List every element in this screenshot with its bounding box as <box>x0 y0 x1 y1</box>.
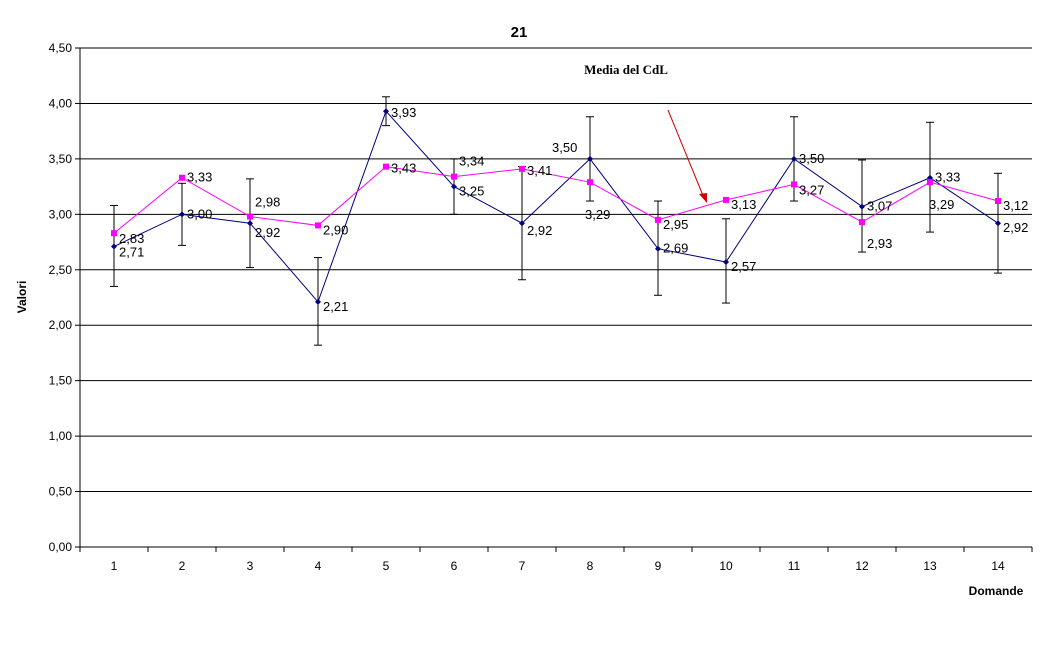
data-label: 3,50 <box>799 151 824 166</box>
x-tick-label: 12 <box>855 559 869 573</box>
data-label: 3,29 <box>585 207 610 222</box>
data-point <box>723 259 729 266</box>
data-point <box>383 108 389 115</box>
data-label: 2,92 <box>255 225 280 240</box>
data-label: 3,13 <box>731 197 756 212</box>
data-label: 3,41 <box>527 163 552 178</box>
data-label: 3,07 <box>867 199 892 214</box>
y-tick-label: 3,50 <box>49 152 73 166</box>
data-point <box>111 243 117 250</box>
data-label: 2,71 <box>119 244 144 259</box>
data-point <box>519 220 525 227</box>
x-tick-label: 10 <box>719 559 733 573</box>
data-label: 2,93 <box>867 236 892 251</box>
annotation-arrow <box>667 109 705 199</box>
data-point <box>247 220 253 227</box>
data-point <box>859 219 865 226</box>
data-label: 2,21 <box>323 299 348 314</box>
data-label: 2,98 <box>255 195 280 210</box>
data-label: 2,57 <box>731 259 756 274</box>
data-point <box>451 183 457 190</box>
data-point <box>927 179 933 186</box>
data-point <box>655 245 661 252</box>
data-label: 3,25 <box>459 184 484 199</box>
data-label: 2,92 <box>527 223 552 238</box>
x-tick-label: 14 <box>991 559 1005 573</box>
annotation-arrowhead <box>699 193 707 203</box>
data-point <box>519 165 525 172</box>
data-point <box>587 179 593 186</box>
data-point <box>383 163 389 170</box>
y-tick-label: 3,00 <box>49 207 73 221</box>
data-label: 3,33 <box>187 170 212 185</box>
data-label: 2,90 <box>323 222 348 237</box>
x-tick-label: 11 <box>788 559 801 573</box>
data-point <box>791 181 797 188</box>
y-tick-label: 2,00 <box>49 318 73 332</box>
data-label: 3,29 <box>929 197 954 212</box>
data-point <box>247 213 253 220</box>
x-tick-label: 1 <box>111 559 118 573</box>
data-label: 2,83 <box>119 231 144 246</box>
data-label: 2,95 <box>663 217 688 232</box>
data-point <box>655 216 661 223</box>
x-tick-label: 9 <box>655 559 662 573</box>
data-label: 3,27 <box>799 182 824 197</box>
data-label: 3,12 <box>1003 198 1028 213</box>
data-point <box>111 230 117 237</box>
data-label: 3,50 <box>552 140 577 155</box>
data-point <box>451 173 457 180</box>
data-point <box>995 220 1001 227</box>
y-tick-label: 0,50 <box>49 485 73 499</box>
x-axis-label: Domande <box>969 584 1024 598</box>
data-label: 2,92 <box>1003 220 1028 235</box>
x-tick-label: 13 <box>923 559 937 573</box>
data-point <box>995 198 1001 205</box>
data-point <box>859 203 865 210</box>
annotation-media-cdl: Media del CdL <box>584 62 668 77</box>
y-tick-label: 0,00 <box>49 540 73 554</box>
data-label: 3,00 <box>187 206 212 221</box>
series-line <box>113 166 999 234</box>
y-axis-label: Valori <box>15 281 29 314</box>
data-point <box>723 196 729 203</box>
y-tick-label: 1,00 <box>49 429 73 443</box>
y-tick-label: 1,50 <box>49 374 73 388</box>
x-tick-label: 8 <box>587 559 594 573</box>
x-tick-label: 7 <box>519 559 526 573</box>
x-tick-label: 2 <box>179 559 186 573</box>
data-label: 3,34 <box>459 154 484 169</box>
data-point <box>315 298 321 305</box>
data-label: 2,69 <box>663 241 688 256</box>
data-point <box>315 222 321 229</box>
x-tick-label: 4 <box>315 559 322 573</box>
y-tick-label: 4,50 <box>49 41 73 55</box>
data-point <box>791 155 797 162</box>
data-point <box>179 211 185 218</box>
y-tick-label: 4,00 <box>49 96 73 110</box>
data-label: 3,33 <box>935 170 960 185</box>
data-label: 3,93 <box>391 105 416 120</box>
x-tick-label: 5 <box>383 559 390 573</box>
x-tick-label: 6 <box>451 559 458 573</box>
series-line <box>113 110 999 303</box>
data-label: 3,43 <box>391 161 416 176</box>
data-point <box>587 155 593 162</box>
chart-title: 21 <box>511 24 528 41</box>
x-tick-label: 3 <box>247 559 254 573</box>
y-tick-label: 2,50 <box>49 263 73 277</box>
data-point <box>179 174 185 181</box>
